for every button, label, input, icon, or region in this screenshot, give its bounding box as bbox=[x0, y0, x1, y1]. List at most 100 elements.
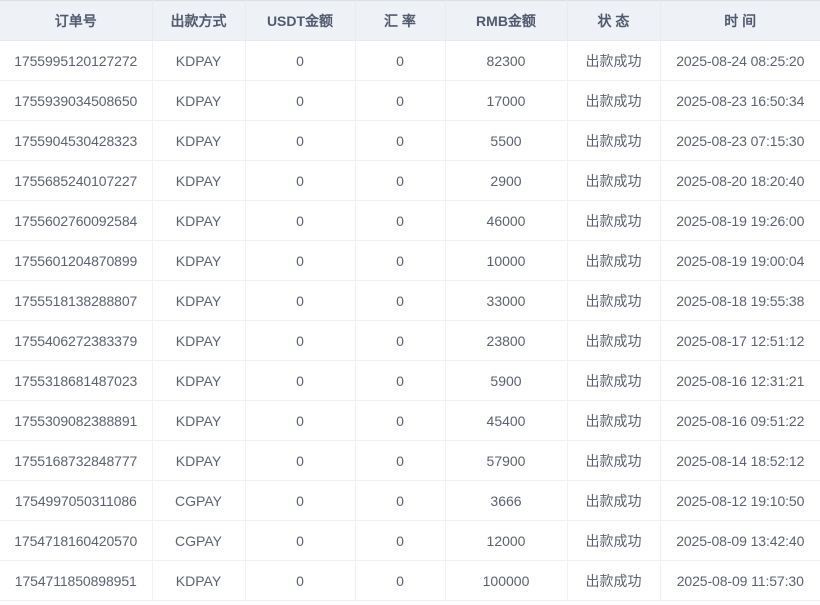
cell-rmb-amount: 100000 bbox=[445, 560, 568, 601]
cell-method: KDPAY bbox=[152, 200, 246, 241]
cell-rate: 0 bbox=[355, 200, 446, 241]
column-header-method[interactable]: 出款方式 bbox=[152, 0, 246, 41]
table-row[interactable]: 1755904530428323 KDPAY 0 0 5500 出款成功 2025-08-2… bbox=[0, 120, 820, 161]
cell-rate: 0 bbox=[355, 80, 446, 121]
cell-status: 出款成功 bbox=[567, 200, 661, 241]
cell-usdt-amount: 0 bbox=[245, 440, 356, 481]
cell-rate: 0 bbox=[355, 320, 446, 361]
cell-order-no: 1755518138288807 bbox=[0, 280, 153, 321]
cell-rmb-amount: 5500 bbox=[445, 120, 568, 161]
cell-order-no: 1755318681487023 bbox=[0, 360, 153, 401]
cell-rate: 0 bbox=[355, 120, 446, 161]
cell-status: 出款成功 bbox=[567, 400, 661, 441]
table-row[interactable]: 1755518138288807 KDPAY 0 0 33000 出款成功 2025-08-… bbox=[0, 280, 820, 321]
cell-status: 出款成功 bbox=[567, 320, 661, 361]
cell-time: 2025-08-24 08:25:20 bbox=[660, 40, 820, 81]
cell-usdt-amount: 0 bbox=[245, 400, 356, 441]
table-header: 订单号 出款方式 USDT金额 汇 率 RMB金额 状 态 时 间 bbox=[0, 0, 820, 41]
cell-status: 出款成功 bbox=[567, 240, 661, 281]
cell-status: 出款成功 bbox=[567, 280, 661, 321]
cell-rate: 0 bbox=[355, 40, 446, 81]
table-row[interactable]: 1755602760092584 KDPAY 0 0 46000 出款成功 2025-08-… bbox=[0, 200, 820, 241]
cell-order-no: 1755995120127272 bbox=[0, 40, 153, 81]
cell-method: KDPAY bbox=[152, 160, 246, 201]
cell-rmb-amount: 33000 bbox=[445, 280, 568, 321]
column-header-rmb-amount[interactable]: RMB金额 bbox=[445, 0, 568, 41]
table-row[interactable]: 1755168732848777 KDPAY 0 0 57900 出款成功 2025-08-… bbox=[0, 440, 820, 481]
cell-time: 2025-08-09 13:42:40 bbox=[660, 520, 820, 561]
table-row[interactable]: 1755601204870899 KDPAY 0 0 10000 出款成功 2025-08-… bbox=[0, 240, 820, 281]
cell-usdt-amount: 0 bbox=[245, 160, 356, 201]
cell-order-no: 1754711850898951 bbox=[0, 560, 153, 601]
cell-method: KDPAY bbox=[152, 320, 246, 361]
cell-time: 2025-08-12 19:10:50 bbox=[660, 480, 820, 521]
cell-time: 2025-08-19 19:26:00 bbox=[660, 200, 820, 241]
table-row[interactable]: 1755406272383379 KDPAY 0 0 23800 出款成功 2025-08-… bbox=[0, 320, 820, 361]
cell-usdt-amount: 0 bbox=[245, 80, 356, 121]
cell-time: 2025-08-23 07:15:30 bbox=[660, 120, 820, 161]
cell-rate: 0 bbox=[355, 240, 446, 281]
cell-rate: 0 bbox=[355, 520, 446, 561]
cell-time: 2025-08-14 18:52:12 bbox=[660, 440, 820, 481]
column-header-order-no[interactable]: 订单号 bbox=[0, 0, 153, 41]
cell-rate: 0 bbox=[355, 160, 446, 201]
table-header-row: 订单号 出款方式 USDT金额 汇 率 RMB金额 状 态 时 间 bbox=[0, 0, 820, 41]
cell-method: KDPAY bbox=[152, 560, 246, 601]
cell-rmb-amount: 12000 bbox=[445, 520, 568, 561]
cell-order-no: 1754718160420570 bbox=[0, 520, 153, 561]
cell-order-no: 1755602760092584 bbox=[0, 200, 153, 241]
cell-order-no: 1755601204870899 bbox=[0, 240, 153, 281]
table-row[interactable]: 1755318681487023 KDPAY 0 0 5900 出款成功 2025-08-1… bbox=[0, 360, 820, 401]
cell-usdt-amount: 0 bbox=[245, 240, 356, 281]
cell-rate: 0 bbox=[355, 480, 446, 521]
cell-time: 2025-08-17 12:51:12 bbox=[660, 320, 820, 361]
cell-order-no: 1755939034508650 bbox=[0, 80, 153, 121]
cell-rmb-amount: 57900 bbox=[445, 440, 568, 481]
table-row[interactable]: 1755995120127272 KDPAY 0 0 82300 出款成功 2025-08-… bbox=[0, 40, 820, 81]
cell-method: KDPAY bbox=[152, 80, 246, 121]
cell-time: 2025-08-20 18:20:40 bbox=[660, 160, 820, 201]
cell-status: 出款成功 bbox=[567, 520, 661, 561]
cell-method: KDPAY bbox=[152, 360, 246, 401]
cell-status: 出款成功 bbox=[567, 480, 661, 521]
cell-status: 出款成功 bbox=[567, 160, 661, 201]
cell-time: 2025-08-19 19:00:04 bbox=[660, 240, 820, 281]
cell-rmb-amount: 45400 bbox=[445, 400, 568, 441]
cell-usdt-amount: 0 bbox=[245, 200, 356, 241]
cell-order-no: 1755168732848777 bbox=[0, 440, 153, 481]
cell-rate: 0 bbox=[355, 440, 446, 481]
cell-usdt-amount: 0 bbox=[245, 560, 356, 601]
cell-order-no: 1755309082388891 bbox=[0, 400, 153, 441]
column-header-rate[interactable]: 汇 率 bbox=[355, 0, 446, 41]
table-row[interactable]: 1755685240107227 KDPAY 0 0 2900 出款成功 2025-08-2… bbox=[0, 160, 820, 201]
cell-rmb-amount: 17000 bbox=[445, 80, 568, 121]
cell-time: 2025-08-16 09:51:22 bbox=[660, 400, 820, 441]
table-row[interactable]: 1754997050311086 CGPAY 0 0 3666 出款成功 2025-08-1… bbox=[0, 480, 820, 521]
cell-rmb-amount: 3666 bbox=[445, 480, 568, 521]
table-row[interactable]: 1755939034508650 KDPAY 0 0 17000 出款成功 2025-08-… bbox=[0, 80, 820, 121]
cell-rate: 0 bbox=[355, 560, 446, 601]
cell-usdt-amount: 0 bbox=[245, 360, 356, 401]
table-row[interactable]: 1754711850898951 KDPAY 0 0 100000 出款成功 2025-08… bbox=[0, 560, 820, 601]
cell-time: 2025-08-16 12:31:21 bbox=[660, 360, 820, 401]
cell-method: KDPAY bbox=[152, 280, 246, 321]
cell-rmb-amount: 5900 bbox=[445, 360, 568, 401]
cell-order-no: 1755406272383379 bbox=[0, 320, 153, 361]
cell-status: 出款成功 bbox=[567, 120, 661, 161]
cell-usdt-amount: 0 bbox=[245, 320, 356, 361]
cell-status: 出款成功 bbox=[567, 440, 661, 481]
column-header-usdt-amount[interactable]: USDT金额 bbox=[245, 0, 356, 41]
cell-status: 出款成功 bbox=[567, 560, 661, 601]
cell-time: 2025-08-09 11:57:30 bbox=[660, 560, 820, 601]
column-header-status[interactable]: 状 态 bbox=[567, 0, 661, 41]
table-body: 1755995120127272 KDPAY 0 0 82300 出款成功 2025-08-… bbox=[0, 40, 820, 601]
column-header-time[interactable]: 时 间 bbox=[660, 0, 820, 41]
cell-rmb-amount: 82300 bbox=[445, 40, 568, 81]
cell-time: 2025-08-23 16:50:34 bbox=[660, 80, 820, 121]
cell-order-no: 1754997050311086 bbox=[0, 480, 153, 521]
table-row[interactable]: 1755309082388891 KDPAY 0 0 45400 出款成功 2025-08-… bbox=[0, 400, 820, 441]
cell-method: KDPAY bbox=[152, 240, 246, 281]
table-row[interactable]: 1754718160420570 CGPAY 0 0 12000 出款成功 2025-08-… bbox=[0, 520, 820, 561]
